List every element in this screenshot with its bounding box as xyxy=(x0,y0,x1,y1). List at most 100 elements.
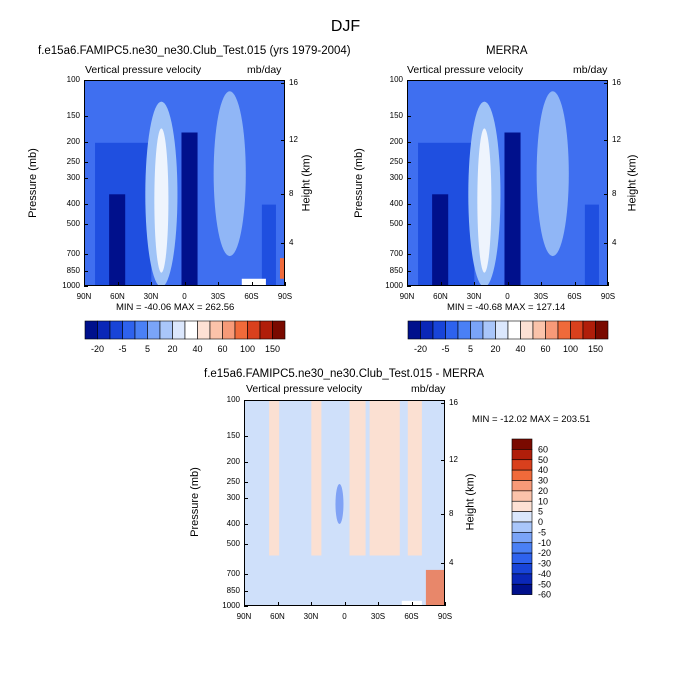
panel-1-colorbar-label: 60 xyxy=(217,344,227,354)
panel-3-colorbar-swatch xyxy=(511,500,533,512)
panel-3-field-positive-band xyxy=(269,401,280,556)
panel-3-y-tick-mark xyxy=(244,524,248,526)
panel-2-colorbar-swatch xyxy=(557,320,571,340)
panel-3-colorbar-label: 40 xyxy=(538,465,548,475)
panel-2-colorbar-swatch xyxy=(595,320,609,340)
panel-2-y-tick-mark xyxy=(407,116,411,118)
panel-2-y-tick-label: 150 xyxy=(389,111,403,121)
panel-2-x-tick-mark xyxy=(474,282,475,286)
panel-3-field-positive-band xyxy=(391,401,400,556)
panel-1-y-tick-mark xyxy=(84,254,88,256)
panel-3-x-tick-label: 30N xyxy=(303,612,319,621)
panel-3-colorbar-swatch xyxy=(511,480,533,492)
panel-3-colorbar-label: -20 xyxy=(538,548,551,558)
panel-2-x-tick-label: 90N xyxy=(399,292,415,301)
panel-1-colorbar-label: 40 xyxy=(192,344,202,354)
panel-3-y-tick-label: 150 xyxy=(226,431,240,441)
panel-2-colorbar-swatch xyxy=(457,320,471,340)
panel-1-x-tick-mark xyxy=(117,282,119,286)
panel-2-colorbar: -20 -5 5 20 40 60 100 150 xyxy=(407,320,609,354)
panel-2-y2-tick-mark xyxy=(604,242,608,244)
panel-1-y-tick-mark xyxy=(84,204,88,206)
panel-1-colorbar-label: -20 xyxy=(91,344,104,354)
panel-1-x-tick-label: 60N xyxy=(110,292,125,301)
panel-3-colorbar-swatch xyxy=(511,521,533,533)
panel-3-y2-tick-mark xyxy=(441,513,445,515)
panel-1-title: f.e15a6.FAMIPC5.ne30_ne30.Club_Test.015 … xyxy=(38,45,351,57)
panel-2-colorbar-swatch xyxy=(507,320,521,340)
panel-2-colorbar-label: 5 xyxy=(468,344,473,354)
panel-2-y-tick-mark xyxy=(407,254,411,256)
panel-3-x-tick-label: 60S xyxy=(404,612,419,621)
panel-1-colorbar-swatch xyxy=(259,320,273,340)
panel-1-colorbar-swatch xyxy=(147,320,161,340)
panel-1-y-tick-label: 700 xyxy=(66,249,80,259)
panel-1-field-positive-core xyxy=(279,258,284,279)
panel-2-y-tick-mark xyxy=(407,204,411,206)
panel-1-x-tick-label: 60S xyxy=(244,292,259,301)
panel-2-x-tick-label: 0 xyxy=(505,292,510,301)
panel-3-y-tick-mark xyxy=(244,574,248,576)
panel-3-colorbar-label: 60 xyxy=(538,444,548,454)
panel-1-field-descent-core xyxy=(109,194,126,285)
panel-1-colorbar-swatch xyxy=(109,320,123,340)
panel-3-plot-area xyxy=(244,400,445,606)
panel-2-x-tick-label: 60S xyxy=(567,292,582,301)
panel-3-x-tick-mark xyxy=(344,602,346,606)
panel-1-colorbar-swatch xyxy=(247,320,261,340)
panel-1-colorbar-swatch xyxy=(122,320,136,340)
panel-1-y-tick-mark xyxy=(84,161,88,163)
panel-3-field-positive-band xyxy=(407,401,422,556)
panel-2-colorbar-label: 150 xyxy=(588,344,603,354)
panel-1-y-tick-mark xyxy=(84,271,88,273)
panel-3-colorbar-swatch xyxy=(511,552,533,564)
panel-3-y2-tick-mark xyxy=(441,402,445,404)
panel-3-colorbar-label: 20 xyxy=(538,486,548,496)
panel-3-x-tick-label: 0 xyxy=(342,612,347,621)
panel-1-y2-tick-label: 12 xyxy=(289,134,298,144)
panel-2-colorbar-swatch xyxy=(432,320,446,340)
panel-2-field-equatorial-descent xyxy=(504,132,521,285)
panel-2-colorbar-swatch xyxy=(445,320,459,340)
panel-2-colorbar-swatch xyxy=(495,320,509,340)
panel-3-y-tick-mark xyxy=(244,543,248,545)
panel-2-colorbar-label: -5 xyxy=(441,344,449,354)
panel-1-colorbar-swatch xyxy=(97,320,111,340)
panel-2-y-axis-label: Pressure (mb) xyxy=(352,148,365,218)
panel-2-y2-tick-label: 4 xyxy=(612,237,617,247)
panel-3-right-label: mb/day xyxy=(411,383,446,395)
panel-2-y-tick-mark xyxy=(407,223,411,225)
panel-3-field-negative-core xyxy=(335,484,344,524)
panel-3-y-tick-label: 100 xyxy=(226,395,240,404)
panel-3-colorbar-label: -10 xyxy=(538,538,551,548)
panel-1-y-tick-mark xyxy=(84,80,88,81)
panel-3-y-tick-label: 250 xyxy=(226,476,240,486)
panel-2-colorbar-swatch xyxy=(582,320,596,340)
panel-2-x-tick-label: 30S xyxy=(533,292,549,301)
panel-2-colorbar-swatch xyxy=(470,320,484,340)
panel-3-colorbar-label: 10 xyxy=(538,496,548,506)
panel-1-colorbar-swatch xyxy=(84,320,98,340)
panel-3-y-tick-mark xyxy=(244,606,248,607)
panel-1-plot-area xyxy=(84,80,285,286)
panel-1-field-equatorial-descent xyxy=(181,132,198,285)
panel-1-colorbar: -20 -5 5 20 40 60 100 150 xyxy=(84,320,286,354)
panel-1-y-tick-label: 200 xyxy=(66,137,80,146)
panel-1-field-southern-ascent xyxy=(213,91,246,257)
panel-1-x-tick-mark xyxy=(84,282,85,286)
panel-3-colorbar-label: 0 xyxy=(538,517,543,527)
panel-1-colorbar-swatch xyxy=(159,320,173,340)
panel-2-y2-axis-label: Height (km) xyxy=(626,154,639,212)
figure-title: DJF xyxy=(330,18,361,35)
panel-1-colorbar-label: 100 xyxy=(240,344,255,354)
panel-2-x-tick-label: 90S xyxy=(600,292,616,301)
panel-2-right-label: mb/day xyxy=(573,64,608,76)
panel-3-colorbar-swatch xyxy=(511,563,533,575)
panel-3-field-positive-band xyxy=(369,401,394,556)
panel-2-y-tick-label: 500 xyxy=(389,218,403,228)
panel-3-x-tick-mark xyxy=(277,602,279,606)
panel-2-x-tick-mark xyxy=(608,282,609,286)
panel-2-x-tick-label: 60N xyxy=(433,292,448,301)
panel-2-y2-tick-label: 16 xyxy=(612,77,621,87)
